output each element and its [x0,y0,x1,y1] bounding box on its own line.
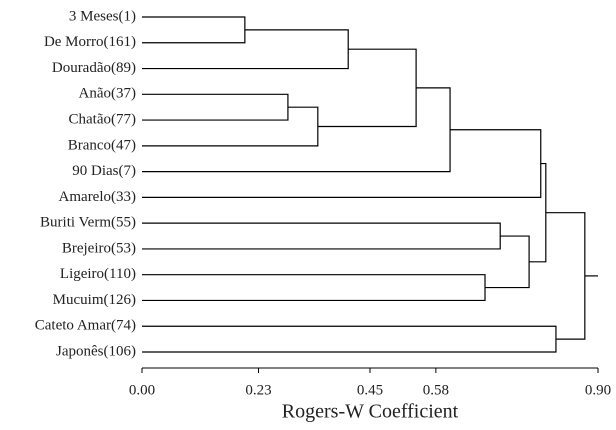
leaf-label: Brejeiro(53) [62,240,136,256]
leaf-label: De Morro(161) [44,34,136,50]
leaf-label: Douradão(89) [52,60,136,76]
dendrogram-link [142,106,319,147]
dendrogram-link [545,212,586,340]
x-tick-label: 0.23 [245,382,271,398]
leaf-label: Branco(47) [68,137,136,153]
x-tick-label: 0.90 [585,382,611,398]
dendrogram-link [485,235,530,289]
leaf-label: Ligeiro(110) [60,266,136,282]
leaf-label: Mucuim(126) [53,292,136,308]
dendrogram-link [142,129,542,198]
x-tick-label: 0.00 [129,382,155,398]
x-axis-label: Rogers-W Coefficient [282,401,459,423]
leaf-label: Japonês(106) [56,343,136,359]
x-tick-label: 0.45 [357,382,383,398]
leaf-label: 3 Meses(1) [69,8,136,24]
dendrogram-link [529,162,547,263]
dendrogram-link [142,325,557,353]
dendrogram-link [142,29,349,70]
dendrogram-link [142,222,501,250]
dendrogram-link [142,16,246,44]
x-tick-label: 0.58 [423,382,449,398]
leaf-label: Chatão(77) [69,112,136,128]
dendrogram-link [142,93,289,121]
dendrogram-link [142,274,486,302]
leaf-label: 90 Dias(7) [72,163,136,179]
dendrogram-link [142,87,451,173]
leaf-label: Cateto Amar(74) [35,318,136,334]
leaf-label: Amarelo(33) [59,189,136,205]
leaf-label: Buriti Verm(55) [40,215,136,231]
dendrogram-link [317,48,417,128]
leaf-label: Anão(37) [79,86,136,102]
